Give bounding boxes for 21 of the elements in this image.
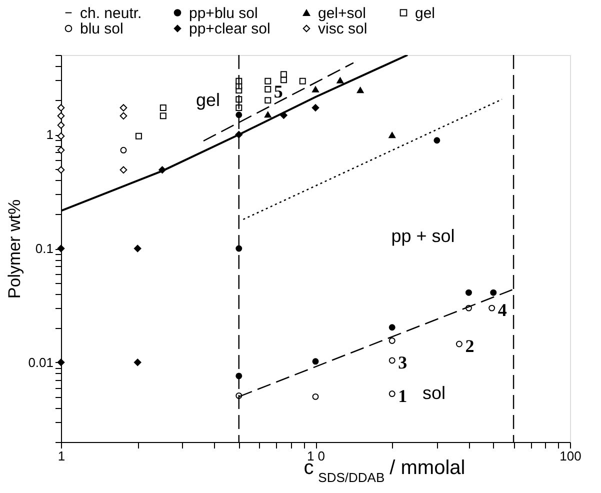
legend-label: gel+sol bbox=[318, 4, 366, 22]
x-tick-label: 1 bbox=[58, 448, 66, 464]
x-tick-label: 100 bbox=[560, 448, 582, 464]
annotation: 3 bbox=[398, 352, 408, 372]
legend-label: gel bbox=[415, 4, 436, 22]
legend-label: blu sol bbox=[80, 20, 124, 38]
annotation: sol bbox=[422, 383, 446, 403]
legend-label: pp+blu sol bbox=[189, 4, 258, 22]
annotation: pp + sol bbox=[391, 226, 455, 246]
annotation: gel bbox=[196, 90, 220, 110]
legend-label: pp+clear sol bbox=[189, 20, 270, 38]
annotation: 5 bbox=[274, 81, 283, 102]
legend-label: visc sol bbox=[318, 20, 368, 38]
legend-label: ch. neutr. bbox=[80, 4, 142, 22]
y-tick-label: 0.1 bbox=[35, 241, 54, 256]
y-axis-title: Polymer wt% bbox=[5, 199, 24, 299]
annotation: 2 bbox=[465, 336, 474, 356]
annotation: 1 bbox=[398, 386, 408, 406]
y-tick-label: 1 bbox=[46, 127, 54, 142]
annotation: 4 bbox=[498, 300, 507, 320]
y-tick-label: 0.01 bbox=[28, 354, 54, 370]
